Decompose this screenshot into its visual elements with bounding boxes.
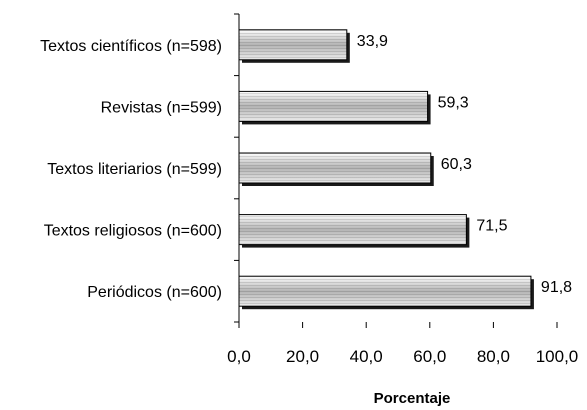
category-label: Textos literiarios (n=599) [47,161,222,178]
bar-texture [239,29,347,60]
x-tick-label: 0,0 [227,347,251,366]
category-label: Textos científicos (n=598) [40,38,222,55]
data-label: 33,9 [357,33,388,50]
x-axis-title: Porcentaje [374,390,451,407]
data-label: 91,8 [541,279,572,296]
x-tick-label: 80,0 [477,347,510,366]
labels-group: 0,0 20,0 40,0 60,0 80,0 100,0 Textos científic… [40,33,578,366]
data-label: 71,5 [476,218,507,235]
x-tick-label: 40,0 [350,347,383,366]
bar-texture [239,276,531,307]
category-label: Periódicos (n=600) [87,284,222,301]
data-label: 60,3 [441,156,472,173]
category-label: Textos religiosos (n=600) [44,223,222,240]
bar-texture [239,91,428,122]
data-label: 59,3 [438,94,469,111]
x-tick-label: 100,0 [536,347,579,366]
x-tick-label: 20,0 [286,347,319,366]
x-tick-label: 60,0 [413,347,446,366]
category-label: Revistas (n=599) [101,99,222,116]
bar-texture [239,214,467,245]
bars-group [238,29,534,310]
bar-texture [239,153,431,183]
